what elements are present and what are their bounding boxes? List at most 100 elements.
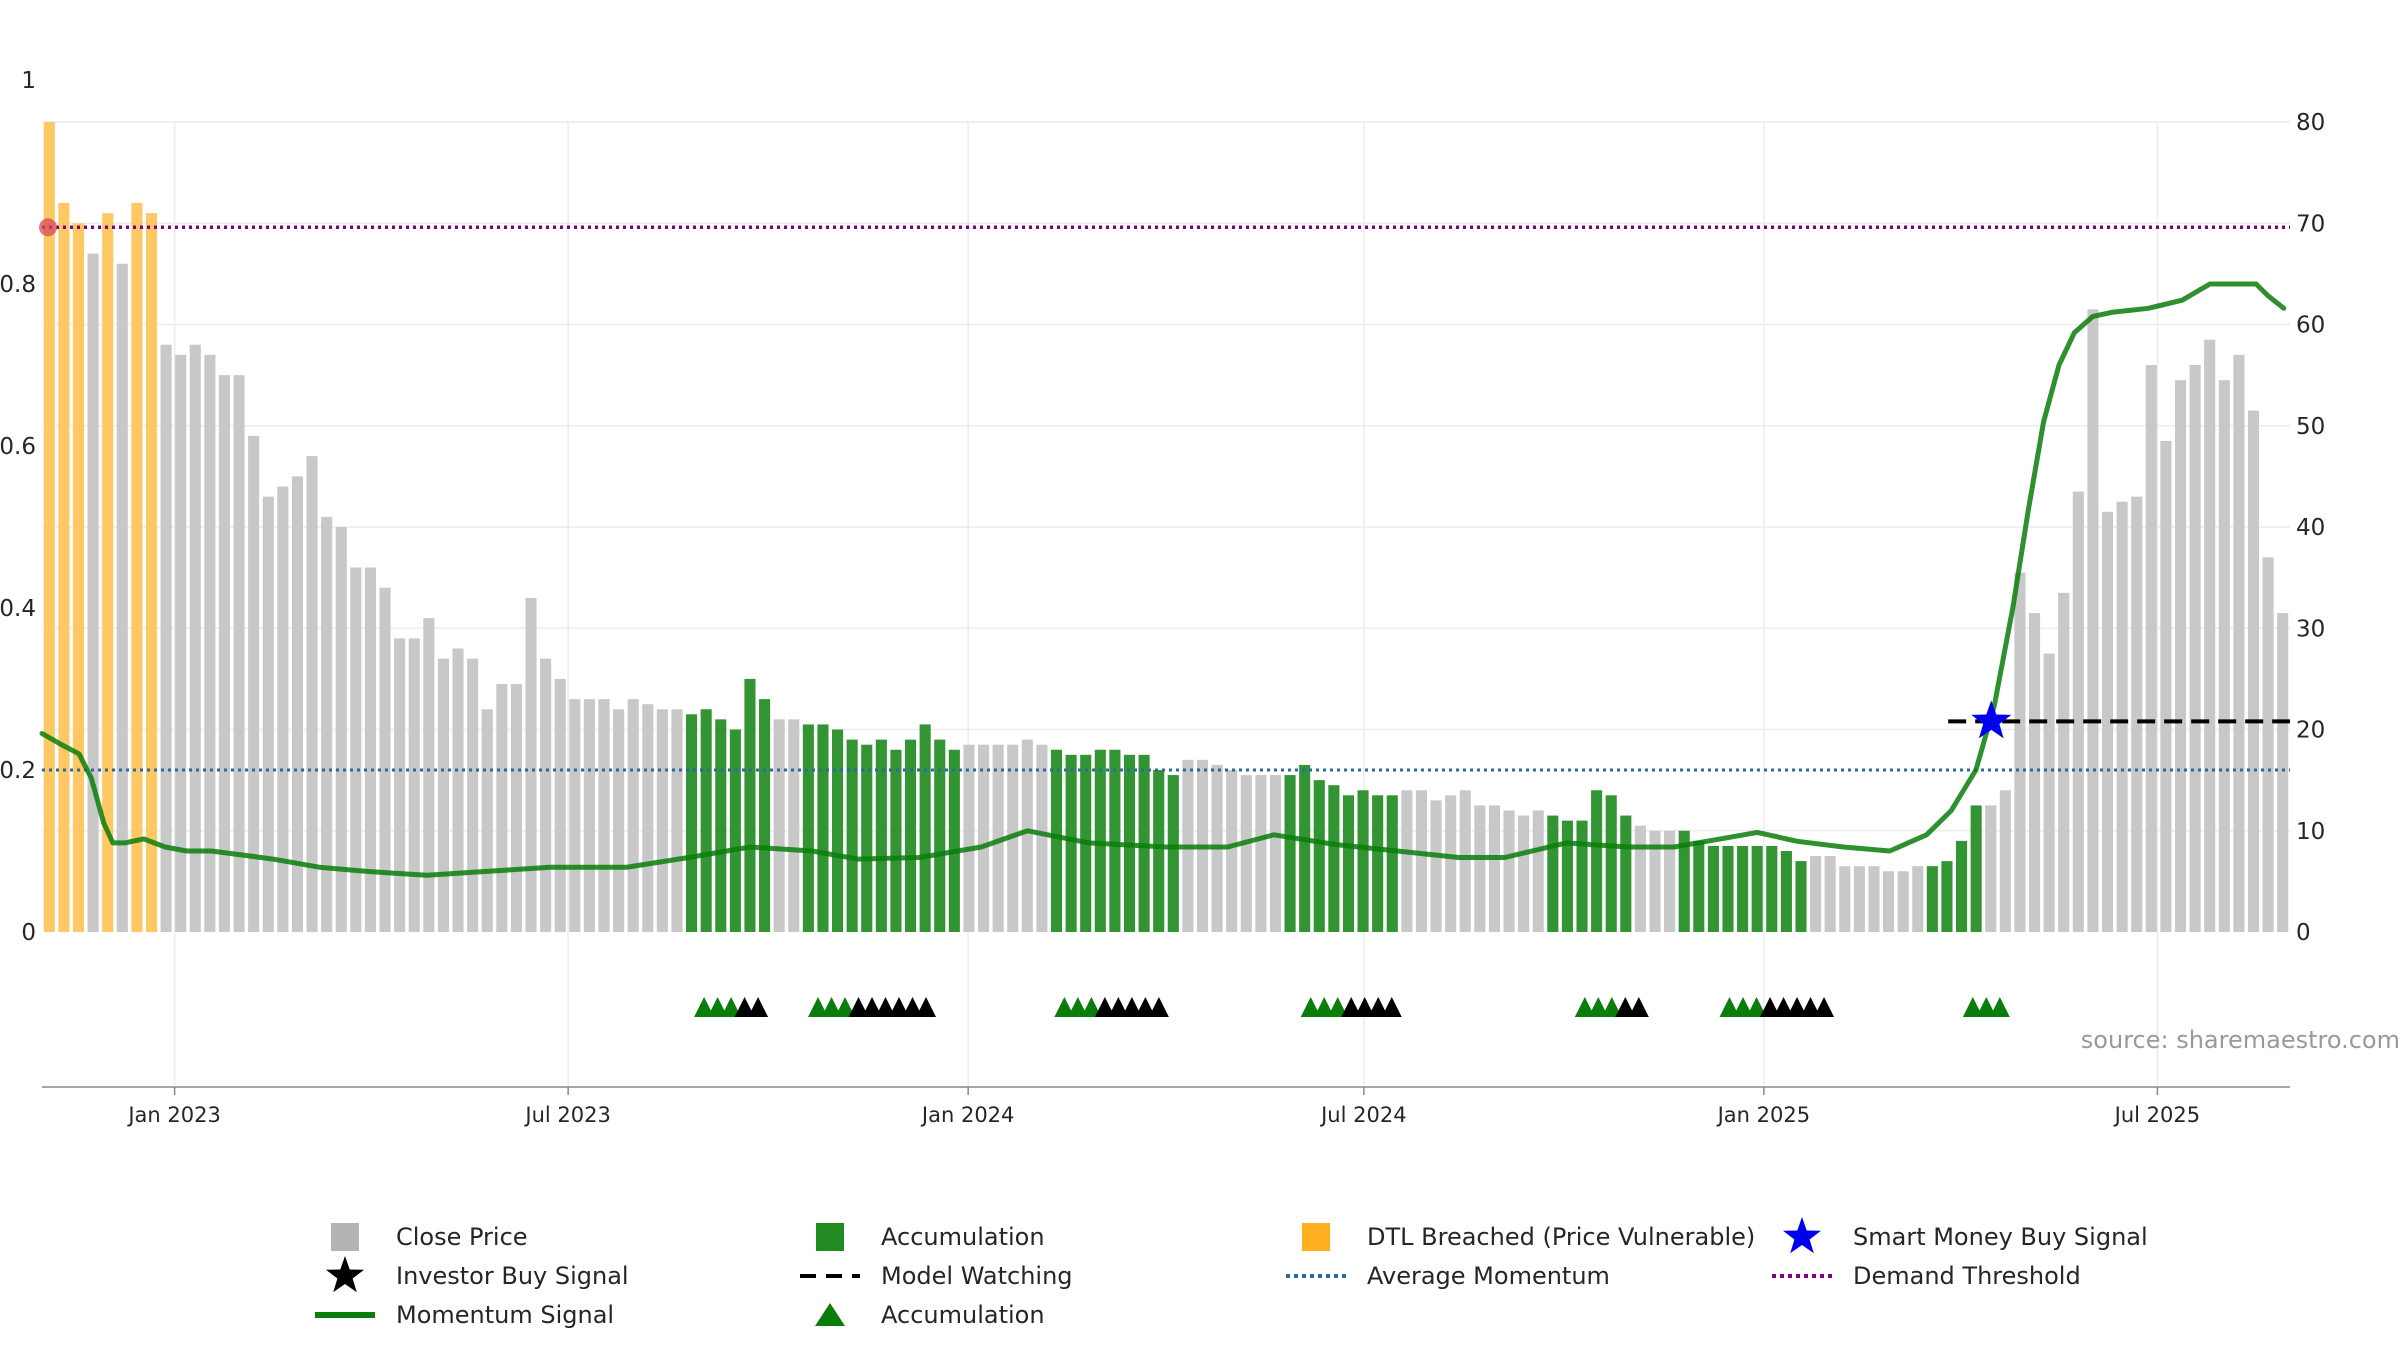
bar-57	[875, 739, 887, 932]
bar-107	[1605, 795, 1617, 932]
triangle-4-0	[1574, 997, 1595, 1017]
bar-123	[1839, 866, 1851, 932]
demand-threshold-marker	[39, 218, 57, 237]
x-tick-label-5: Jul 2025	[2113, 1103, 2200, 1127]
left-tick-label-0: 0	[21, 920, 36, 946]
bar-124	[1853, 866, 1865, 932]
bar-101	[1518, 815, 1530, 932]
bar-11	[204, 354, 216, 932]
legend-item-5: Model Watching	[800, 1262, 1073, 1290]
bar-118	[1766, 845, 1778, 932]
bar-81	[1226, 770, 1238, 932]
triangle-2-2	[1081, 997, 1102, 1017]
bar-29	[467, 658, 479, 932]
bar-113	[1693, 840, 1705, 932]
bar-2	[72, 223, 85, 932]
bar-61	[934, 739, 946, 932]
left-tick-label-1: 0.2	[0, 758, 36, 784]
triangle-1-6	[889, 997, 910, 1017]
right-tick-label-2: 20	[2296, 718, 2325, 744]
left-tick-label-3: 0.6	[0, 434, 36, 460]
legend-square-1	[816, 1223, 844, 1251]
bar-141	[2101, 511, 2114, 932]
triangle-2-5	[1121, 997, 1142, 1017]
bar-67	[1021, 739, 1033, 932]
bar-68	[1036, 744, 1048, 932]
triangle-3-3	[1341, 997, 1362, 1017]
bar-17	[291, 476, 304, 932]
bar-100	[1503, 810, 1515, 932]
right-tick-label-0: 0	[2296, 920, 2311, 946]
triangle-5-6	[1800, 997, 1821, 1017]
bar-72	[1094, 749, 1106, 932]
triangle-2-3	[1094, 997, 1115, 1017]
triangle-3-5	[1368, 997, 1389, 1017]
bar-126	[1883, 871, 1895, 932]
bar-69	[1050, 749, 1063, 932]
legend-item-2: DTL Breached (Price Vulnerable)	[1302, 1223, 1755, 1251]
bar-10	[189, 344, 201, 932]
right-tick-label-6: 60	[2296, 313, 2325, 339]
bar-1	[58, 203, 70, 932]
bar-30	[481, 709, 493, 932]
bar-153	[2277, 613, 2289, 932]
bar-54	[832, 729, 844, 932]
triangle-5-4	[1773, 997, 1794, 1017]
bar-41	[642, 704, 654, 932]
bar-37	[583, 699, 595, 932]
bar-21	[350, 567, 362, 932]
left-tick-label-5: 1	[21, 68, 36, 94]
bar-117	[1751, 845, 1763, 932]
triangle-4-1	[1588, 997, 1609, 1017]
bar-73	[1109, 749, 1121, 932]
bar-88	[1328, 785, 1340, 932]
x-tick-label-3: Jul 2024	[1319, 1103, 1406, 1127]
bar-64	[977, 744, 990, 932]
signal-markers	[694, 700, 2012, 1017]
triangle-0-3	[734, 997, 755, 1017]
legend-label-8: Momentum Signal	[396, 1301, 614, 1329]
triangle-5-1	[1733, 997, 1754, 1017]
bar-150	[2233, 354, 2245, 932]
triangle-6-2	[1989, 997, 2010, 1017]
bar-94	[1415, 790, 1428, 932]
bar-52	[802, 724, 814, 932]
bar-139	[2072, 491, 2084, 932]
bar-125	[1868, 866, 1880, 932]
bar-9	[175, 354, 187, 932]
bar-82	[1240, 775, 1252, 932]
bar-38	[598, 699, 610, 932]
bar-115	[1722, 845, 1734, 932]
source-label: source: sharemaestro.com	[2081, 1026, 2400, 1054]
triangle-5-2	[1746, 997, 1767, 1017]
bar-65	[992, 744, 1004, 932]
legend: Close Price Accumulation DTL Breached (Pri…	[315, 1217, 2148, 1329]
bar-84	[1269, 775, 1282, 932]
bar-92	[1386, 795, 1398, 932]
bar-5	[116, 263, 128, 932]
bar-85	[1284, 775, 1296, 932]
bar-4	[102, 213, 114, 932]
bar-95	[1430, 800, 1442, 932]
bar-130	[1941, 861, 1953, 932]
legend-item-7: Demand Threshold	[1772, 1262, 2081, 1290]
legend-item-0: Close Price	[331, 1223, 528, 1251]
bar-140	[2087, 309, 2099, 932]
bar-27	[437, 658, 449, 932]
bar-20	[335, 527, 347, 932]
bar-114	[1707, 845, 1719, 932]
bar-13	[233, 375, 245, 932]
bar-136	[2028, 613, 2041, 932]
bar-151	[2247, 410, 2260, 932]
bar-129	[1926, 866, 1938, 932]
triangle-0-1	[707, 997, 728, 1017]
bar-110	[1649, 830, 1661, 932]
bar-26	[423, 618, 435, 932]
legend-item-3: Smart Money Buy Signal	[1783, 1217, 2148, 1254]
legend-label-5: Model Watching	[881, 1262, 1073, 1290]
bar-145	[2160, 440, 2172, 932]
right-tick-label-8: 80	[2296, 110, 2325, 136]
legend-square-0	[331, 1223, 359, 1251]
right-tick-label-4: 40	[2296, 515, 2325, 541]
